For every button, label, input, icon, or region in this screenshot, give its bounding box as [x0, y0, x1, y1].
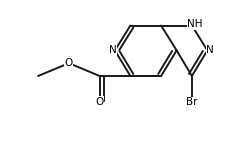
Text: N: N	[108, 45, 116, 55]
Text: Br: Br	[186, 97, 198, 107]
Text: O: O	[64, 58, 73, 68]
Text: N: N	[206, 45, 214, 55]
Text: NH: NH	[187, 19, 203, 29]
Text: O: O	[95, 97, 104, 107]
